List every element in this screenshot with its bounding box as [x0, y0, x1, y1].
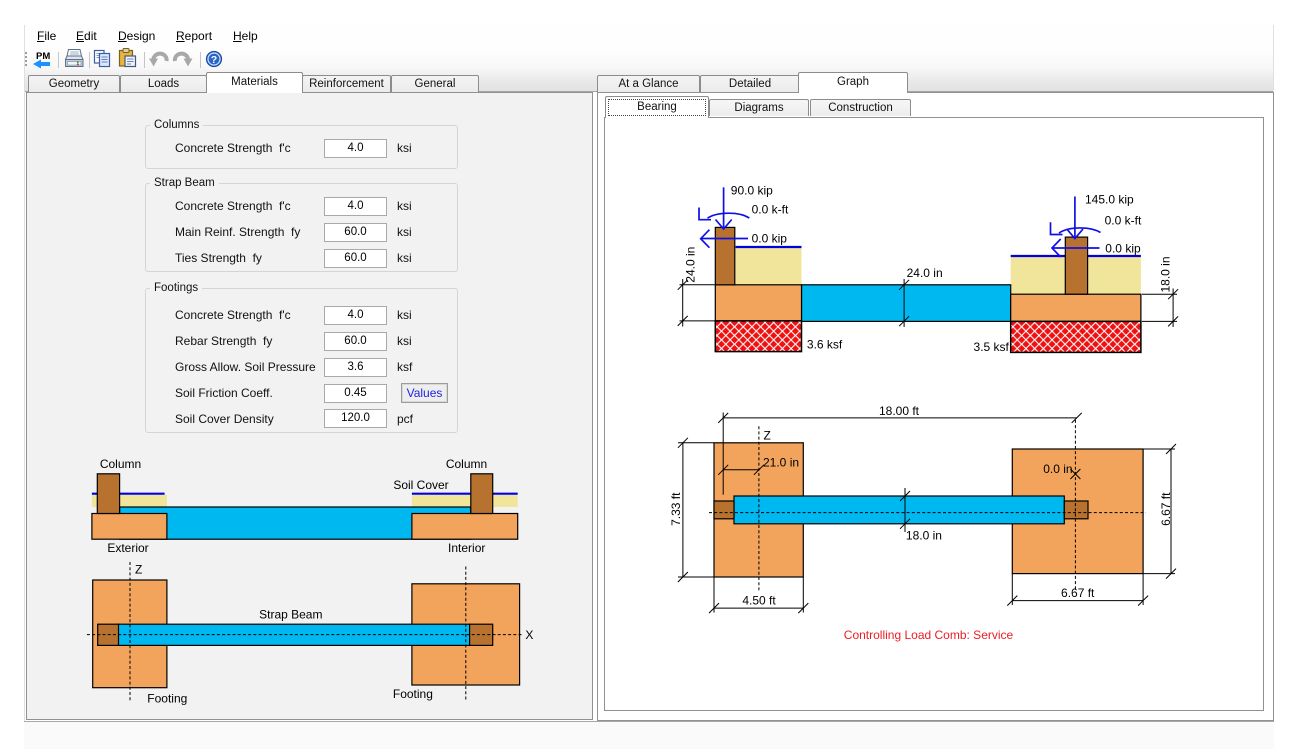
- svg-text:18.0 in: 18.0 in: [1159, 256, 1173, 292]
- svg-text:4.50 ft: 4.50 ft: [742, 594, 776, 608]
- svg-text:Interior: Interior: [448, 541, 485, 555]
- svg-text:3.6 ksf: 3.6 ksf: [807, 337, 843, 351]
- svg-text:X: X: [525, 628, 533, 642]
- svg-text:24.0 in: 24.0 in: [907, 266, 943, 280]
- svg-text:0.0 kip: 0.0 kip: [752, 232, 788, 246]
- svg-text:90.0 kip: 90.0 kip: [731, 184, 773, 198]
- svg-text:24.0 in: 24.0 in: [684, 247, 698, 283]
- svg-text:Footing: Footing: [393, 687, 433, 701]
- svg-text:0.0 k-ft: 0.0 k-ft: [1105, 214, 1142, 228]
- svg-text:18.00 ft: 18.00 ft: [879, 404, 920, 418]
- svg-text:?: ?: [211, 54, 217, 66]
- svg-text:145.0 kip: 145.0 kip: [1085, 193, 1134, 207]
- svg-text:Exterior: Exterior: [107, 541, 148, 555]
- svg-text:Strap Beam: Strap Beam: [259, 608, 322, 622]
- svg-text:0.0 kip: 0.0 kip: [1105, 242, 1141, 256]
- svg-text:3.5 ksf: 3.5 ksf: [974, 340, 1010, 354]
- svg-text:21.0 in: 21.0 in: [763, 456, 799, 470]
- svg-text:Z: Z: [764, 429, 771, 443]
- svg-text:Controlling Load Comb: Service: Controlling Load Comb: Service: [844, 628, 1014, 642]
- svg-text:6.67 ft: 6.67 ft: [1061, 586, 1095, 600]
- svg-text:Footing: Footing: [147, 692, 187, 706]
- svg-text:Z: Z: [135, 563, 142, 577]
- svg-text:Soil Cover: Soil Cover: [393, 478, 448, 492]
- svg-text:7.33 ft: 7.33 ft: [669, 492, 683, 526]
- svg-text:PM: PM: [36, 51, 50, 62]
- svg-text:0.0 in: 0.0 in: [1043, 462, 1072, 476]
- svg-text:Column: Column: [446, 457, 487, 471]
- svg-text:0.0 k-ft: 0.0 k-ft: [752, 203, 789, 217]
- svg-text:6.67 ft: 6.67 ft: [1159, 492, 1173, 526]
- svg-text:Column: Column: [100, 457, 141, 471]
- svg-text:18.0 in: 18.0 in: [906, 529, 942, 543]
